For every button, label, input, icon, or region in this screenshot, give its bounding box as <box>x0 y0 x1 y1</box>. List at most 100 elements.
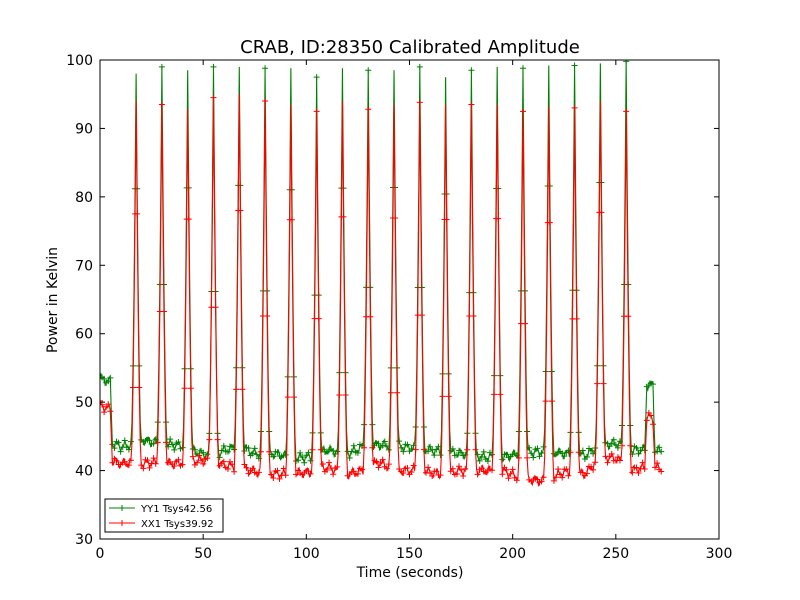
data-point-marker <box>396 438 403 445</box>
data-point-marker <box>140 465 147 472</box>
data-point-marker <box>297 449 304 456</box>
y-tick-label: 70 <box>75 258 93 274</box>
data-point-marker <box>385 461 392 468</box>
data-point-marker <box>365 106 372 113</box>
data-point-marker <box>243 464 250 471</box>
data-point-marker <box>109 459 116 466</box>
data-point-marker <box>206 436 213 443</box>
x-tick-label: 100 <box>293 546 320 562</box>
data-point-marker <box>449 465 456 472</box>
data-point-marker <box>262 65 269 72</box>
data-point-marker <box>633 464 640 471</box>
data-point-marker <box>169 441 176 448</box>
data-point-marker <box>513 477 520 484</box>
data-point-marker <box>367 313 374 320</box>
data-point-marker <box>400 448 407 455</box>
y-tick-label: 80 <box>75 190 93 206</box>
y-tick-label: 30 <box>75 532 93 548</box>
data-point-marker <box>198 457 205 464</box>
data-point-marker <box>598 209 605 216</box>
data-point-marker <box>282 451 289 458</box>
data-point-marker <box>105 378 112 385</box>
data-point-marker <box>231 446 238 453</box>
data-point-marker <box>412 446 419 453</box>
data-point-marker <box>509 466 516 473</box>
data-point-marker <box>229 461 236 468</box>
data-point-marker <box>427 443 434 450</box>
data-point-marker <box>468 101 475 108</box>
data-point-marker <box>557 471 564 478</box>
data-point-marker <box>392 215 399 222</box>
data-point-marker <box>385 446 392 453</box>
data-point-marker <box>565 472 572 479</box>
data-point-marker <box>253 451 260 458</box>
data-point-marker <box>231 468 238 475</box>
data-point-marker <box>171 446 178 453</box>
data-point-marker <box>583 454 590 461</box>
data-point-marker <box>354 449 361 456</box>
data-point-marker <box>476 457 483 464</box>
data-point-marker <box>154 439 161 446</box>
data-point-marker <box>524 454 531 461</box>
data-point-marker <box>200 449 207 456</box>
data-point-marker <box>125 462 132 469</box>
data-point-marker <box>546 219 553 226</box>
data-point-marker <box>552 474 559 481</box>
data-point-marker <box>408 445 415 452</box>
data-point-marker <box>579 469 586 476</box>
data-point-marker <box>619 442 626 449</box>
data-point-marker <box>189 453 196 460</box>
x-tick-label: 150 <box>396 546 423 562</box>
data-point-marker <box>604 459 611 466</box>
data-point-marker <box>612 441 619 448</box>
data-point-marker <box>656 444 663 451</box>
data-point-marker <box>633 445 640 452</box>
data-point-marker <box>559 474 566 481</box>
data-point-marker <box>342 391 349 398</box>
data-point-marker <box>107 408 114 415</box>
data-point-marker <box>220 442 227 449</box>
y-tick-label: 40 <box>75 464 93 480</box>
data-point-marker <box>136 384 143 391</box>
data-point-marker <box>241 447 248 454</box>
data-point-marker <box>616 457 623 464</box>
data-point-marker <box>643 417 650 424</box>
data-point-marker <box>130 384 137 391</box>
data-point-marker <box>193 459 200 466</box>
data-point-marker <box>121 437 128 444</box>
data-point-marker <box>301 459 308 466</box>
data-point-marker <box>639 444 646 451</box>
data-point-marker <box>635 450 642 457</box>
data-point-marker <box>608 440 615 447</box>
data-point-marker <box>575 449 582 456</box>
data-point-marker <box>257 448 264 455</box>
data-point-marker <box>571 104 578 111</box>
data-point-marker <box>400 469 407 476</box>
data-point-marker <box>647 412 654 419</box>
data-point-marker <box>158 63 165 70</box>
data-point-marker <box>536 453 543 460</box>
data-point-marker <box>237 207 244 214</box>
data-point-marker <box>365 67 372 74</box>
data-point-marker <box>538 478 545 485</box>
legend-box <box>104 498 224 533</box>
data-point-marker <box>224 466 231 473</box>
data-point-marker <box>548 398 555 405</box>
data-point-marker <box>499 471 506 478</box>
data-point-marker <box>224 448 231 455</box>
data-point-marker <box>641 466 648 473</box>
data-point-marker <box>522 320 529 327</box>
data-point-marker <box>160 308 167 315</box>
data-point-marker <box>288 216 295 223</box>
data-point-marker <box>127 457 134 464</box>
data-point-marker <box>185 216 192 223</box>
data-point-marker <box>313 108 320 115</box>
data-point-marker <box>583 470 590 477</box>
data-point-marker <box>101 375 108 382</box>
data-point-marker <box>239 386 246 393</box>
data-point-marker <box>101 409 108 416</box>
x-tick-label: 0 <box>96 546 105 562</box>
data-point-marker <box>313 74 320 81</box>
data-point-marker <box>266 448 273 455</box>
data-point-marker <box>495 215 502 222</box>
